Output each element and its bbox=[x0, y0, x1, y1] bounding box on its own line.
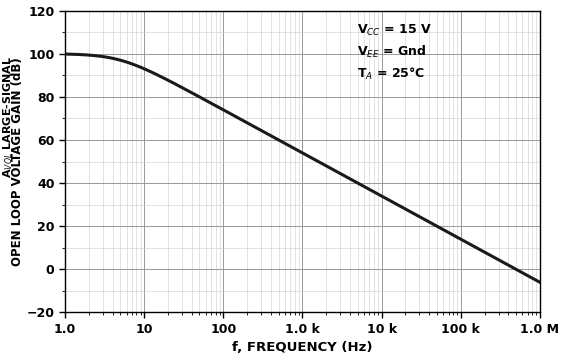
X-axis label: f, FREQUENCY (Hz): f, FREQUENCY (Hz) bbox=[232, 341, 373, 355]
Text: A$_{VOL}$ LARGE-SIGNAL: A$_{VOL}$ LARGE-SIGNAL bbox=[1, 56, 15, 178]
Text: V$_{CC}$ = 15 V
V$_{EE}$ = Gnd
T$_A$ = 25°C: V$_{CC}$ = 15 V V$_{EE}$ = Gnd T$_A$ = 2… bbox=[357, 23, 432, 82]
Y-axis label: OPEN LOOP VOLTAGE GAIN (dB): OPEN LOOP VOLTAGE GAIN (dB) bbox=[11, 57, 24, 266]
